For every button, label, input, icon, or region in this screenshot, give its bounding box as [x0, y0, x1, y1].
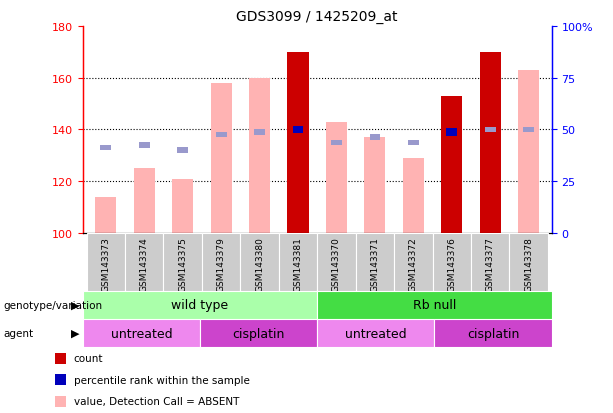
- Bar: [394, 233, 433, 234]
- Text: cisplatin: cisplatin: [232, 327, 285, 340]
- Bar: [101, 145, 111, 151]
- Bar: [134, 169, 155, 233]
- Text: GSM143372: GSM143372: [409, 236, 418, 291]
- Text: count: count: [74, 354, 103, 363]
- Text: GSM143376: GSM143376: [447, 236, 456, 291]
- Bar: [356, 233, 394, 291]
- Bar: [509, 233, 548, 291]
- Bar: [408, 140, 419, 146]
- Bar: [202, 233, 240, 234]
- Bar: [95, 197, 116, 233]
- Text: ▶: ▶: [71, 328, 80, 338]
- Text: ▶: ▶: [71, 300, 80, 310]
- Text: agent: agent: [3, 328, 33, 338]
- Bar: [326, 122, 347, 233]
- Bar: [86, 233, 125, 291]
- Bar: [433, 233, 471, 234]
- Bar: [509, 233, 548, 234]
- Bar: [279, 233, 318, 234]
- Bar: [164, 233, 202, 234]
- Bar: [403, 159, 424, 233]
- Bar: [287, 52, 308, 233]
- Bar: [331, 140, 342, 146]
- Bar: [164, 233, 202, 291]
- Text: value, Detection Call = ABSENT: value, Detection Call = ABSENT: [74, 396, 239, 406]
- Text: GSM143377: GSM143377: [485, 236, 495, 291]
- Bar: [139, 143, 150, 148]
- Text: GSM143373: GSM143373: [101, 236, 110, 291]
- Bar: [216, 133, 227, 138]
- Bar: [394, 233, 433, 291]
- Bar: [249, 78, 270, 233]
- Bar: [318, 319, 435, 347]
- Text: GSM143381: GSM143381: [294, 236, 302, 291]
- Text: untreated: untreated: [345, 327, 406, 340]
- Text: GSM143370: GSM143370: [332, 236, 341, 291]
- Bar: [364, 138, 386, 233]
- Bar: [240, 233, 279, 291]
- Bar: [254, 130, 265, 135]
- Bar: [318, 233, 356, 234]
- Bar: [435, 319, 552, 347]
- Text: cisplatin: cisplatin: [467, 327, 519, 340]
- Bar: [202, 233, 240, 291]
- Text: GSM143371: GSM143371: [370, 236, 379, 291]
- Bar: [200, 319, 318, 347]
- Bar: [518, 71, 539, 233]
- Bar: [125, 233, 164, 234]
- Bar: [292, 126, 303, 134]
- Bar: [240, 233, 279, 234]
- Text: wild type: wild type: [172, 299, 229, 312]
- Bar: [485, 127, 495, 133]
- Text: percentile rank within the sample: percentile rank within the sample: [74, 375, 249, 385]
- Text: GSM143378: GSM143378: [524, 236, 533, 291]
- Bar: [279, 233, 318, 291]
- Text: GSM143379: GSM143379: [216, 236, 226, 291]
- Bar: [318, 291, 552, 319]
- Text: untreated: untreated: [110, 327, 172, 340]
- Bar: [210, 83, 232, 233]
- Bar: [86, 233, 125, 234]
- Bar: [83, 291, 318, 319]
- Bar: [125, 233, 164, 291]
- Bar: [83, 319, 200, 347]
- Bar: [177, 148, 188, 154]
- Bar: [318, 233, 356, 291]
- Text: GSM143374: GSM143374: [140, 236, 149, 291]
- Title: GDS3099 / 1425209_at: GDS3099 / 1425209_at: [237, 10, 398, 24]
- Bar: [356, 233, 394, 234]
- Bar: [471, 233, 509, 291]
- Bar: [471, 233, 509, 234]
- Text: GSM143380: GSM143380: [255, 236, 264, 291]
- Bar: [446, 129, 457, 136]
- Bar: [370, 135, 380, 141]
- Bar: [433, 233, 471, 291]
- Text: GSM143375: GSM143375: [178, 236, 187, 291]
- Text: genotype/variation: genotype/variation: [3, 300, 102, 310]
- Bar: [524, 127, 534, 133]
- Bar: [441, 97, 462, 233]
- Bar: [479, 52, 501, 233]
- Bar: [172, 179, 193, 233]
- Text: Rb null: Rb null: [413, 299, 456, 312]
